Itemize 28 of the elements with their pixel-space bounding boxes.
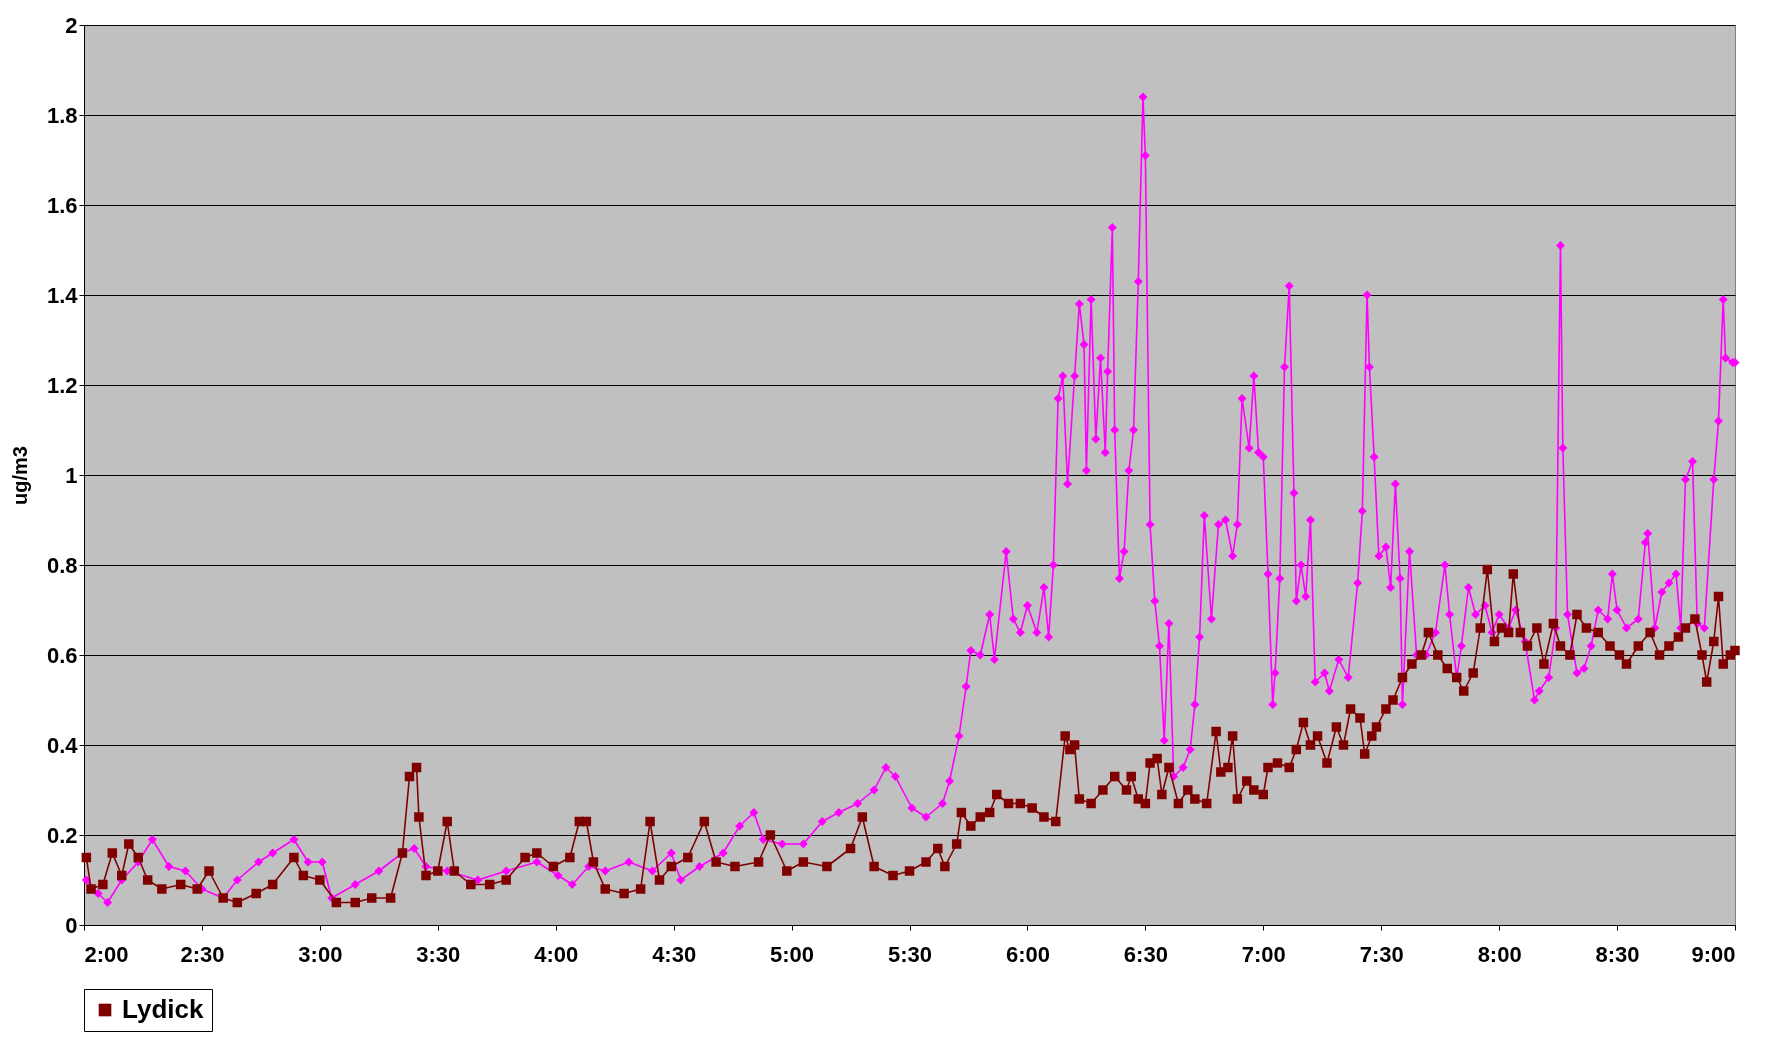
x-tick-label: 8:00 (1477, 941, 1522, 967)
x-tick-label: 8:30 (1595, 941, 1640, 967)
y-tick-label: 1.2 (46, 372, 78, 398)
y-tick-label: 0.6 (46, 642, 78, 668)
y-tick-label: 0 (65, 912, 78, 938)
legend-label: Lydick (122, 994, 204, 1024)
x-tick-label: 6:00 (1005, 941, 1050, 967)
x-tick-label: 4:00 (534, 941, 579, 967)
x-tick-label: 7:30 (1359, 941, 1404, 967)
y-tick-label: 2 (65, 12, 78, 38)
x-tick-label: 4:30 (652, 941, 697, 967)
x-tick-label: 2:00 (84, 941, 129, 967)
x-tick-label: 3:30 (416, 941, 461, 967)
x-tick-label: 3:00 (298, 941, 343, 967)
y-tick-label: 0.8 (46, 552, 78, 578)
y-tick-label: 1.4 (46, 282, 79, 308)
y-tick-label: 1.8 (46, 102, 78, 128)
x-tick-label: 6:30 (1123, 941, 1168, 967)
x-tick-label: 9:00 (1691, 941, 1736, 967)
y-axis-title: ug/m3 (8, 446, 31, 505)
x-tick-label: 5:30 (887, 941, 933, 967)
x-tick-label: 7:00 (1241, 941, 1286, 967)
y-tick-label: 0.2 (46, 822, 78, 848)
y-tick-label: 0.4 (46, 732, 79, 758)
x-tick-label: 2:30 (180, 941, 225, 967)
y-tick-label: 1.6 (46, 192, 78, 218)
x-tick-label: 5:00 (770, 941, 815, 967)
y-tick-label: 1 (65, 462, 78, 488)
